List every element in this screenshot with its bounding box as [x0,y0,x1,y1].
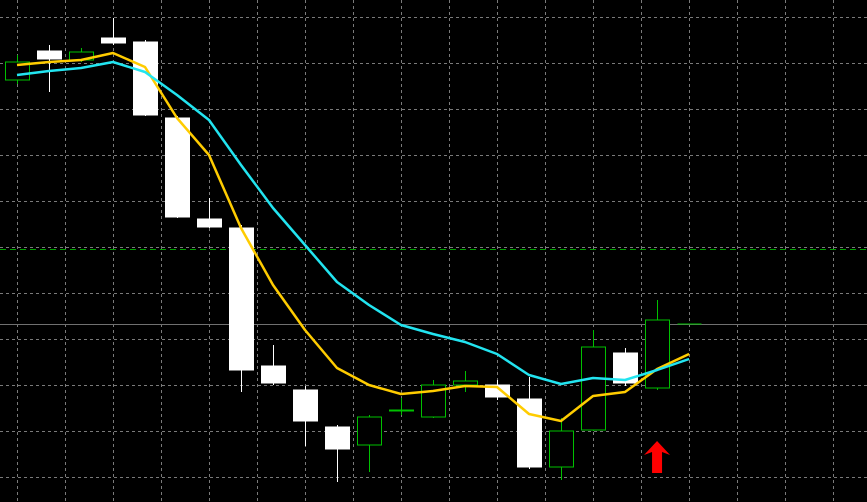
candle-body [549,430,574,468]
candle-body [5,61,30,81]
candle-body [645,319,670,389]
candle-body [517,398,542,468]
candle-body [165,117,190,218]
candle-body [357,416,382,446]
moving-average [16,51,690,423]
candle-body [261,365,286,384]
candle-body [581,346,606,431]
candle-body [453,380,478,386]
candle-body [37,50,62,60]
moving-average [16,60,690,386]
candle-body [389,409,414,412]
candle-body [101,37,126,44]
candle-body [325,426,350,450]
signal-arrow [644,441,671,473]
candle-body [293,389,318,422]
candle-body [197,218,222,228]
candle-body [229,227,254,371]
